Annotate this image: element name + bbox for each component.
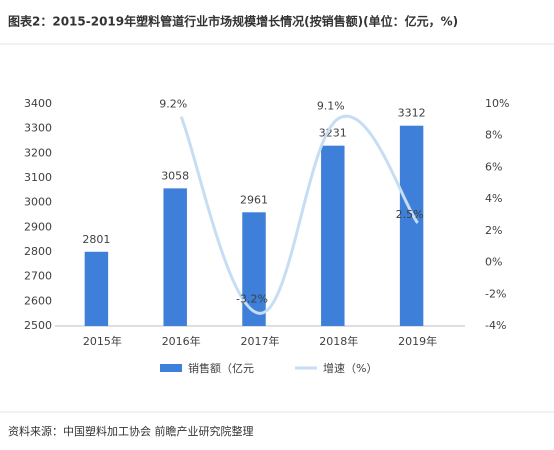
bar-value-label: 2961 — [240, 193, 268, 206]
legend-swatch — [160, 364, 182, 372]
x-tick-label: 2015年 — [83, 334, 122, 348]
y-tick-label: 3100 — [24, 171, 52, 184]
bar — [242, 212, 266, 326]
x-tick-label: 2019年 — [398, 334, 437, 348]
bar-value-label: 3312 — [398, 107, 426, 120]
bar-value-label: 3231 — [319, 127, 347, 140]
y-tick-label: 2900 — [24, 220, 52, 233]
y2-tick-label: 2% — [485, 224, 502, 237]
y2-tick-label: 0% — [485, 256, 502, 269]
y-tick-label: 3200 — [24, 146, 52, 159]
y-tick-label: 2500 — [24, 319, 52, 332]
x-tick-label: 2018年 — [319, 334, 358, 348]
y2-tick-label: 6% — [485, 160, 502, 173]
line-value-label: 9.2% — [159, 98, 187, 111]
bar — [84, 251, 109, 326]
line-value-label: 9.1% — [317, 99, 345, 112]
y-tick-label: 2800 — [24, 245, 52, 258]
y2-tick-label: -2% — [485, 287, 506, 300]
legend-label: 销售额（亿元 — [188, 361, 254, 375]
y2-tick-label: 4% — [485, 192, 502, 205]
y-tick-label: 3000 — [24, 196, 52, 209]
chart-title: 图表2：2015-2019年塑料管道行业市场规模增长情况(按销售额)(单位：亿元… — [8, 14, 458, 29]
y-tick-label: 3400 — [24, 97, 52, 110]
legend-label: 增速（%） — [323, 361, 377, 375]
bar — [163, 188, 187, 326]
source: 资料来源：中国塑料加工协会 前瞻产业研究院整理 — [8, 424, 254, 438]
bar — [321, 145, 345, 326]
y-tick-label: 3300 — [24, 122, 52, 135]
y2-tick-label: -4% — [485, 319, 506, 332]
x-tick-label: 2017年 — [241, 334, 280, 348]
bar-value-label: 3058 — [161, 169, 189, 182]
y2-tick-label: 10% — [485, 97, 509, 110]
x-tick-label: 2016年 — [162, 334, 201, 348]
y-tick-label: 2700 — [24, 270, 52, 283]
bar-value-label: 2801 — [82, 233, 110, 246]
bar — [399, 125, 424, 326]
line — [179, 114, 419, 315]
y-tick-label: 2600 — [24, 294, 52, 307]
line-value-label: 2.5% — [396, 208, 424, 221]
y2-tick-label: 8% — [485, 129, 502, 142]
line-value-label: -3.2% — [236, 292, 268, 305]
